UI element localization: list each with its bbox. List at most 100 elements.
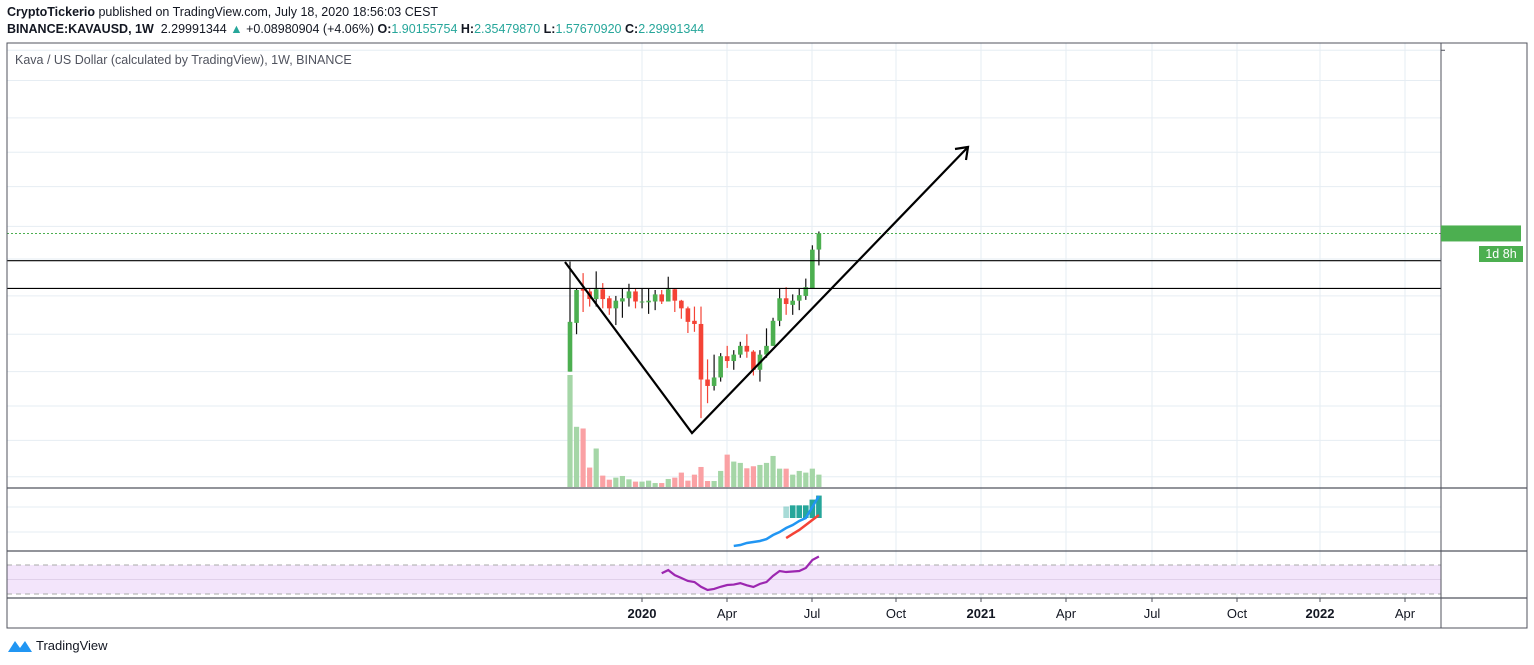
volume-bar: [600, 475, 606, 487]
candle-body: [770, 320, 776, 346]
trend-line-drawing: [564, 146, 969, 435]
candle-body: [672, 289, 678, 301]
publish-info: CryptoTickerio published on TradingView.…: [7, 5, 438, 19]
countdown-badge: 1d 8h: [1479, 246, 1523, 262]
candle-body: [810, 249, 815, 289]
volume-bar: [783, 468, 789, 487]
volume-bar: [718, 470, 724, 487]
volume-bar: [691, 474, 698, 487]
chart-legend: Kava / US Dollar (calculated by TradingV…: [15, 53, 352, 67]
candle-body: [665, 289, 671, 302]
high-label: H:: [460, 22, 475, 36]
candle-body: [613, 300, 619, 309]
volume-bar: [652, 483, 658, 487]
candle-body: [744, 345, 750, 352]
volume-bar: [580, 428, 586, 487]
close-value: 2.29991344: [638, 22, 705, 36]
candle-body: [580, 288, 586, 291]
candle-body: [731, 354, 737, 362]
volume-bar: [567, 375, 573, 487]
volume-bar: [593, 448, 599, 487]
volume-bar: [626, 479, 632, 487]
candle-body: [685, 308, 691, 322]
candle-body: [620, 298, 625, 302]
candle-body: [796, 295, 802, 301]
candle-body: [593, 289, 599, 300]
macd-histogram-bar: [803, 505, 809, 518]
candle-body: [567, 321, 573, 372]
candle-body: [724, 356, 730, 362]
author[interactable]: CryptoTickerio: [7, 5, 95, 19]
volume-bar: [685, 480, 691, 487]
symbol: BINANCE:KAVAUSD, 1W: [7, 22, 154, 36]
candle-body: [738, 345, 743, 355]
last-price-badge-bg: [1441, 225, 1521, 242]
low-value: 1.57670920: [555, 22, 622, 36]
open-label: O:: [377, 22, 392, 36]
macd-histogram-bar: [796, 505, 803, 518]
time-tick-label: Oct: [1226, 606, 1248, 621]
candle-body: [711, 377, 717, 386]
close-label: C:: [624, 22, 639, 36]
brand-name: TradingView: [36, 638, 108, 653]
volume-bar: [731, 461, 737, 487]
volume-bar: [639, 481, 645, 487]
time-tick-label: Jul: [1143, 606, 1161, 621]
candle-body: [783, 298, 789, 304]
candle-body: [816, 233, 822, 250]
volume-bar: [573, 426, 580, 487]
candle-body: [790, 300, 795, 305]
candle-body: [705, 379, 710, 386]
volume-bar: [632, 481, 639, 487]
candle-body: [646, 300, 651, 303]
volume-bar: [724, 454, 730, 487]
time-tick-label: 2022: [1305, 606, 1335, 621]
published-text: published on TradingView.com, July 18, 2…: [98, 5, 439, 19]
volume-bar: [809, 468, 815, 487]
price-change: +0.08980904 (+4.06%): [246, 22, 374, 36]
candle-body: [607, 298, 612, 309]
volume-bar: [665, 478, 671, 487]
volume-bar: [744, 468, 750, 487]
volume-bar: [777, 468, 783, 487]
volume-bar: [678, 472, 684, 487]
volume-bar: [704, 481, 711, 487]
rsi-line: [661, 555, 820, 592]
volume-bar: [790, 474, 796, 487]
volume-bar: [770, 455, 776, 487]
candle-body: [803, 287, 809, 296]
candle-body: [600, 289, 606, 300]
time-tick-label: Apr: [1394, 606, 1416, 621]
candle-body: [698, 323, 704, 380]
up-triangle-icon: ▲: [230, 22, 243, 36]
volume-bar: [613, 477, 619, 487]
volume-bar: [763, 462, 770, 487]
volume-bar: [796, 470, 802, 487]
candle-body: [633, 291, 638, 302]
time-tick-label: Apr: [716, 606, 738, 621]
signal-line: [785, 514, 820, 540]
volume-bar: [587, 467, 593, 487]
tradingview-logo-icon: [8, 640, 32, 652]
volume-bar: [737, 462, 743, 487]
time-tick-label: Jul: [803, 606, 821, 621]
symbol-info: BINANCE:KAVAUSD, 1W 2.29991344 ▲ +0.0898…: [7, 22, 704, 36]
tradingview-logo[interactable]: TradingView: [7, 638, 108, 653]
volume-bar: [750, 466, 756, 487]
volume-bar: [672, 477, 678, 487]
volume-bar: [606, 479, 612, 487]
candle-body: [659, 294, 664, 302]
candle-body: [751, 351, 756, 370]
volume-bar: [803, 472, 809, 487]
candle-body: [574, 289, 579, 323]
time-tick-label: 2021: [966, 606, 996, 621]
macd-line: [733, 495, 820, 548]
candle-body: [639, 301, 645, 303]
time-tick-label: Apr: [1055, 606, 1077, 621]
arrow-head-icon: [954, 145, 970, 161]
candle-body: [718, 356, 723, 378]
macd-histogram-bar: [816, 495, 822, 518]
candle-body: [652, 294, 658, 302]
macd-histogram-bar: [783, 506, 789, 518]
